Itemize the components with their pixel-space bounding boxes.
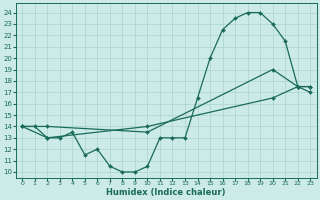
X-axis label: Humidex (Indice chaleur): Humidex (Indice chaleur) bbox=[107, 188, 226, 197]
